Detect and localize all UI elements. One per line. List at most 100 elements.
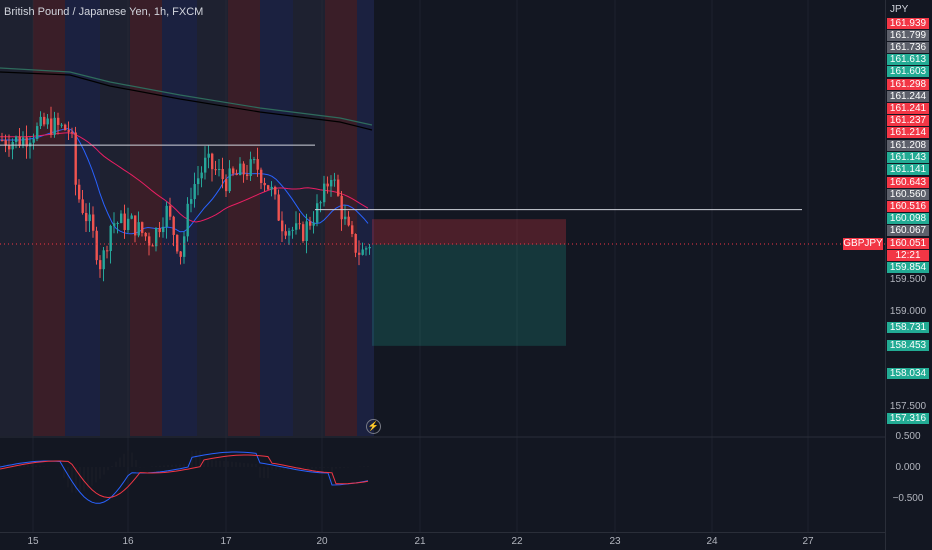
candle-body — [88, 214, 91, 222]
candle-body — [207, 153, 210, 158]
candle-body — [95, 230, 98, 261]
price-tag: 161.736 — [887, 42, 929, 53]
price-axis[interactable]: JPY 161.939 161.799 161.736 161.613 161.603 1… — [885, 0, 932, 550]
candle-body — [176, 234, 179, 252]
time-label: 23 — [609, 536, 621, 547]
target-zone — [372, 244, 566, 346]
price-tag: 161.613 — [887, 54, 929, 65]
chart-grid — [32, 0, 809, 532]
candle-body — [172, 216, 175, 235]
candle-body — [302, 224, 305, 242]
session-band — [357, 0, 374, 436]
candle-body — [179, 251, 182, 257]
price-tag: 158.453 — [887, 340, 929, 351]
price-tag: 160.516 — [887, 201, 929, 212]
time-axis[interactable]: 15 16 17 20 21 22 23 24 27 — [0, 532, 885, 550]
ma-slow — [0, 67, 373, 126]
candle-body — [263, 182, 266, 186]
candle-body — [64, 124, 67, 131]
oscillator-label: 0.000 — [895, 462, 921, 473]
candle-body — [347, 216, 350, 226]
candlesticks — [1, 106, 371, 282]
price-label: 159.000 — [889, 306, 927, 317]
candle-body — [260, 169, 263, 183]
candle-body — [57, 117, 60, 125]
candle-body — [4, 140, 7, 146]
price-tag: 161.241 — [887, 103, 929, 114]
candle-body — [242, 163, 245, 175]
candle-body — [284, 231, 287, 236]
candle-body — [102, 250, 105, 270]
candle-body — [15, 136, 18, 142]
macd-line — [0, 451, 369, 504]
candle-body — [165, 205, 168, 227]
chart-title: British Pound / Japanese Yen, 1h, FXCM — [4, 6, 204, 18]
price-tag: 160.067 — [887, 225, 929, 236]
candle-body — [267, 185, 270, 190]
candle-body — [155, 228, 158, 247]
candle-body — [81, 199, 84, 213]
candle-body — [11, 141, 14, 150]
price-tag: 161.237 — [887, 115, 929, 126]
price-tag: 160.560 — [887, 189, 929, 200]
candle-body — [169, 205, 172, 217]
candle-body — [71, 131, 74, 133]
session-band — [0, 0, 33, 436]
candle-body — [162, 226, 165, 233]
short-position-tool[interactable] — [372, 219, 566, 346]
candle-body — [228, 168, 231, 192]
candle-body — [337, 179, 340, 196]
candle-body — [46, 118, 49, 125]
price-chart[interactable] — [0, 0, 885, 532]
candle-body — [333, 179, 336, 181]
candle-body — [127, 218, 130, 230]
currency-label: JPY — [890, 4, 909, 15]
session-band — [293, 0, 325, 436]
price-tag: 159.854 — [887, 262, 929, 273]
candle-body — [137, 222, 140, 236]
candle-body — [358, 252, 361, 255]
candle-body — [221, 168, 224, 180]
candle-body — [53, 117, 56, 135]
candle-body — [60, 124, 63, 126]
candle-body — [197, 178, 200, 185]
macd-oscillator — [0, 450, 369, 504]
candle-body — [232, 168, 235, 174]
candle-body — [274, 186, 277, 195]
ma-mid — [0, 132, 369, 223]
candle-body — [141, 222, 144, 233]
horizontal-lines[interactable] — [0, 144, 802, 211]
candle-body — [291, 229, 294, 231]
candle-body — [148, 236, 151, 246]
candle-body — [43, 116, 46, 125]
session-band — [33, 0, 65, 436]
candle-body — [106, 250, 109, 252]
candle-body — [158, 228, 161, 233]
candle-body — [340, 195, 343, 220]
candle-body — [323, 183, 326, 203]
price-tag: 161.214 — [887, 127, 929, 138]
candle-body — [270, 186, 273, 190]
candle-body — [316, 203, 319, 223]
lightning-icon[interactable]: ⚡ — [366, 419, 381, 434]
candle-body — [330, 180, 333, 187]
candle-body — [214, 169, 217, 171]
candle-body — [235, 173, 238, 176]
candle-body — [36, 126, 39, 139]
candle-body — [25, 137, 28, 147]
candle-body — [8, 145, 11, 150]
candle-body — [344, 216, 347, 220]
candle-body — [67, 130, 70, 132]
candle-body — [351, 225, 354, 234]
price-tag: 160.051 — [887, 238, 929, 249]
price-tag: 161.298 — [887, 79, 929, 90]
price-tag: 161.208 — [887, 140, 929, 151]
session-band — [65, 0, 100, 436]
candle-body — [85, 212, 88, 222]
time-label: 17 — [220, 536, 232, 547]
candle-body — [151, 245, 154, 247]
time-label: 15 — [27, 536, 39, 547]
candle-body — [211, 153, 214, 170]
candle-body — [183, 236, 186, 257]
candle-body — [144, 232, 147, 237]
